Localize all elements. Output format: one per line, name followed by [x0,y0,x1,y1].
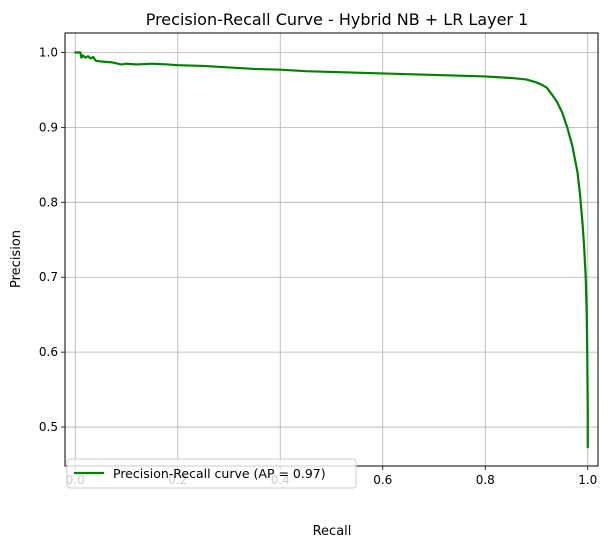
y-tick-label: 1.0 [39,45,58,59]
y-axis-ticks: 0.5 0.6 0.7 0.8 0.9 1.0 [39,45,65,434]
y-tick-label: 0.6 [39,345,58,359]
y-tick-label: 0.5 [39,420,58,434]
series-layer [74,51,589,449]
y-tick-label: 0.8 [39,195,58,209]
y-tick-label: 0.7 [39,270,58,284]
legend: Precision-Recall curve (AP = 0.97) [66,458,357,489]
x-tick-label: 0.8 [476,473,495,487]
y-axis-label: Precision [9,230,24,288]
series-line [74,51,589,449]
legend-box [66,458,357,489]
legend-label: Precision-Recall curve (AP = 0.97) [113,466,326,481]
grid-lines [65,33,598,466]
plot-frame [64,32,599,467]
x-axis-label: Recall [313,524,352,539]
x-tick-label: 0.6 [373,473,392,487]
y-tick-label: 0.9 [39,120,58,134]
chart-title: Precision-Recall Curve - Hybrid NB + LR … [146,10,529,29]
x-tick-label: 1.0 [578,473,597,487]
